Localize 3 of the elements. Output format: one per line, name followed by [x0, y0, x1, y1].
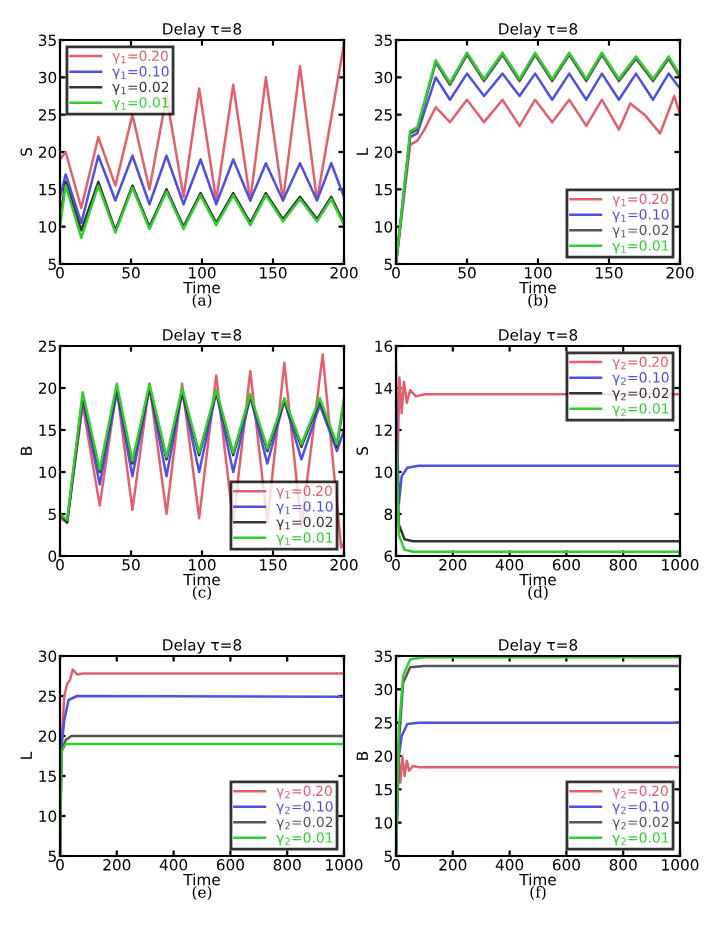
line-series: [60, 154, 344, 225]
line-series: [60, 184, 344, 240]
line-series: [60, 180, 344, 232]
